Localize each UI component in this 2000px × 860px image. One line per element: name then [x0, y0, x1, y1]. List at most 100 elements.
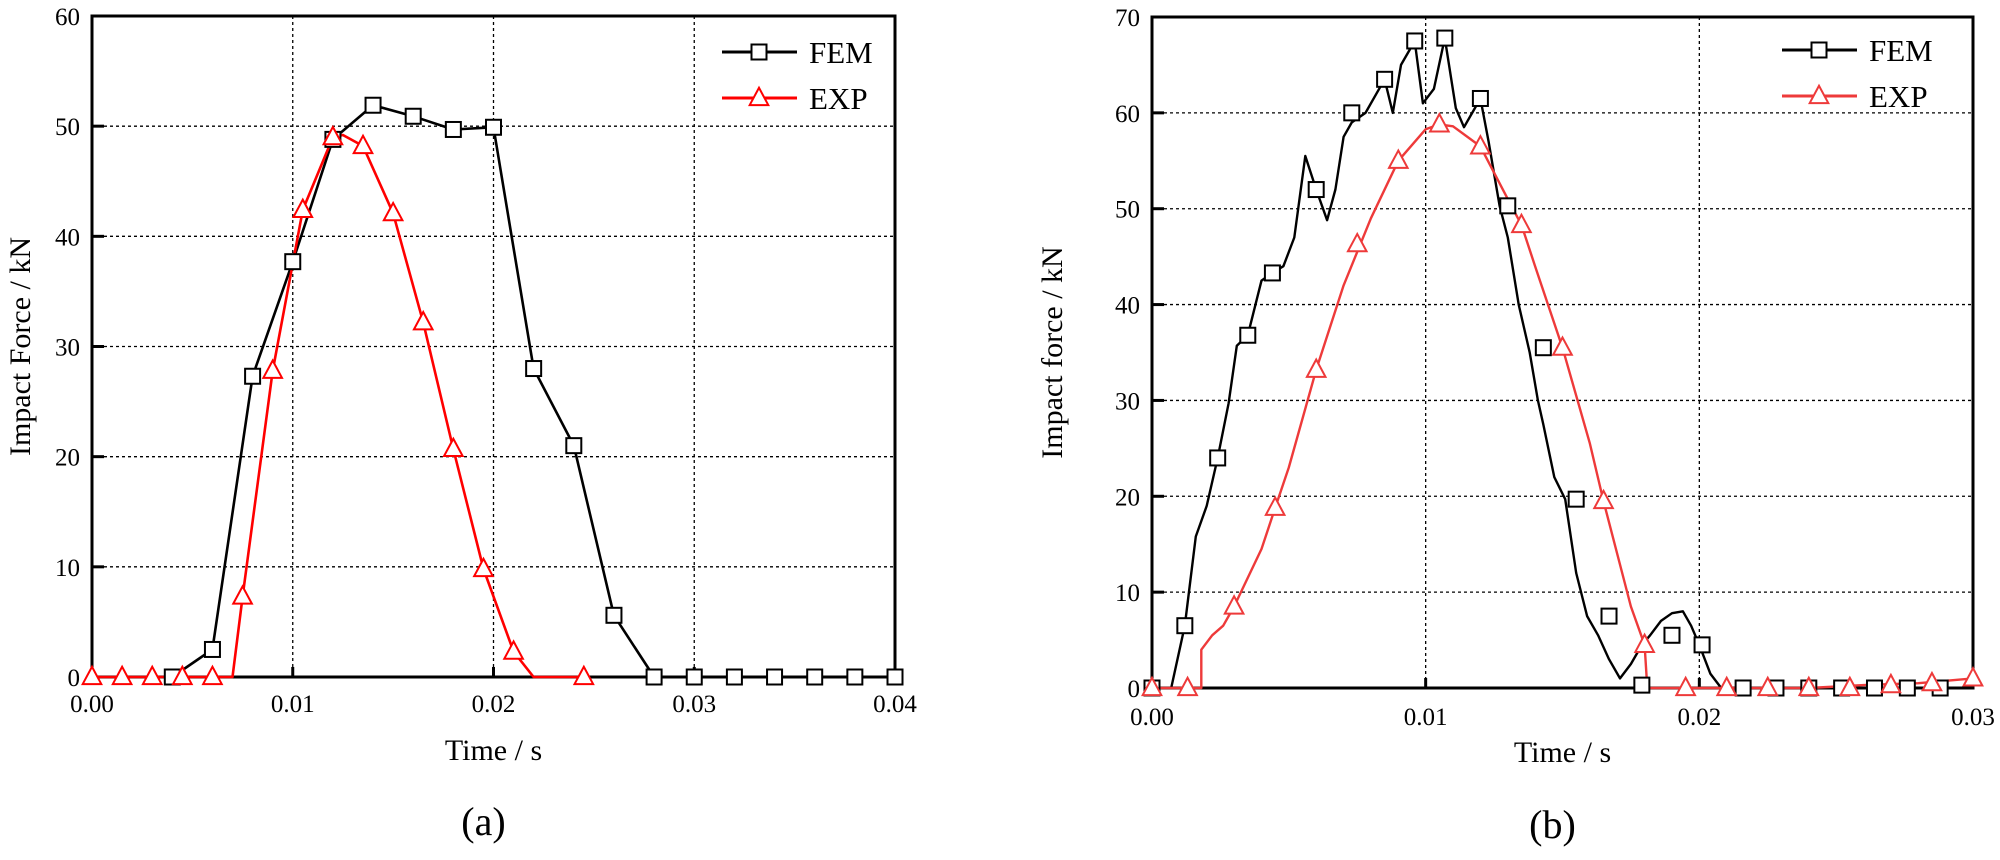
triangle-marker-icon	[1756, 675, 1779, 697]
triangle-marker-icon	[81, 664, 103, 686]
triangle-marker-icon	[1797, 675, 1820, 697]
y-tick-label: 40	[1115, 293, 1140, 320]
square-marker-icon	[444, 120, 462, 138]
triangle-marker-icon	[1387, 148, 1410, 169]
square-marker-icon	[685, 668, 703, 686]
legend-item-fem: FEM	[722, 35, 873, 70]
triangle-marker-icon	[1510, 212, 1533, 234]
x-tick-label: 0.02	[472, 691, 516, 718]
x-tick-label: 0.02	[1677, 704, 1721, 731]
markers-exp	[81, 124, 595, 686]
triangle-marker-icon	[1346, 231, 1369, 253]
triangle-legend-icon	[1808, 83, 1830, 105]
triangle-marker-icon	[1920, 670, 1943, 692]
square-marker-icon	[1376, 70, 1394, 88]
panel-caption: (b)	[1529, 802, 1576, 847]
chart-panel-a: 0.00 0.01 0.02 0.03 0.04 0 10 20 30 40 50 60 Time / …	[4, 4, 917, 844]
legend-label: EXP	[809, 81, 868, 116]
plot-frame	[90, 14, 897, 679]
series-fem	[1152, 36, 1973, 690]
triangle-marker-icon	[1551, 335, 1574, 356]
triangle-marker-icon	[1141, 675, 1163, 697]
square-marker-icon	[1176, 617, 1194, 635]
square-marker-icon	[284, 253, 302, 271]
triangle-marker-icon	[1633, 632, 1656, 653]
triangle-marker-icon	[572, 664, 595, 686]
triangle-marker-icon	[1223, 594, 1246, 615]
triangle-marker-icon	[442, 436, 465, 458]
markers-fem	[163, 96, 904, 686]
y-tick-label: 70	[1115, 5, 1140, 32]
triangle-marker-icon	[1674, 675, 1697, 697]
panel-caption: (a)	[461, 799, 505, 844]
legend-item-exp: EXP	[1782, 79, 1928, 114]
x-tick-label: 0.00	[70, 691, 114, 718]
square-marker-icon	[1663, 626, 1681, 644]
triangle-marker-icon	[291, 197, 314, 218]
x-tick-label: 0.01	[271, 691, 315, 718]
square-marker-icon	[485, 118, 502, 136]
triangle-marker-icon	[231, 584, 254, 605]
triangle-marker-icon	[321, 124, 344, 146]
y-tick-label: 60	[55, 4, 80, 31]
square-marker-icon	[1471, 89, 1489, 107]
y-axis-title: Impact Force / kN	[4, 237, 37, 456]
square-marker-icon	[605, 606, 623, 624]
triangle-marker-icon	[1879, 672, 1902, 694]
square-marker-icon	[565, 437, 583, 455]
square-marker-icon	[766, 668, 784, 686]
legend-item-fem: FEM	[1782, 33, 1933, 68]
legend: FEM EXP	[722, 35, 873, 116]
square-marker-icon	[1734, 679, 1752, 697]
square-marker-icon	[725, 668, 743, 686]
y-tick-label: 50	[1115, 197, 1140, 224]
square-marker-icon	[1567, 490, 1585, 508]
square-marker-icon	[1343, 104, 1361, 122]
chart-panel-b: 0.00 0.01 0.02 0.03 0 10 20 30 40 50 60 70 Time / s I…	[1036, 5, 1995, 847]
y-tick-label: 20	[55, 445, 80, 472]
square-marker-icon	[1865, 679, 1883, 697]
markers-fem	[1143, 29, 1949, 697]
square-marker-icon	[364, 96, 382, 114]
square-marker-icon	[1436, 29, 1454, 47]
square-marker-icon	[806, 668, 824, 686]
x-axis-title: Time / s	[445, 734, 542, 767]
y-tick-label: 60	[1115, 101, 1140, 128]
square-marker-icon	[1263, 264, 1281, 282]
series-exp	[1152, 123, 1974, 690]
square-marker-icon	[1499, 197, 1517, 215]
triangle-marker-icon	[412, 309, 435, 331]
square-marker-icon	[1307, 181, 1325, 199]
x-axis-title: Time / s	[1514, 736, 1611, 769]
y-axis-title: Impact force / kN	[1036, 246, 1069, 458]
triangle-marker-icon	[261, 358, 284, 379]
triangle-marker-icon	[171, 664, 194, 686]
axes: 0.00 0.01 0.02 0.03 0.04 0 10 20 30 40 50 60	[55, 4, 917, 718]
y-tick-label: 0	[68, 665, 81, 692]
triangle-marker-icon	[502, 639, 525, 660]
square-marker-icon	[1600, 607, 1618, 625]
markers-exp	[1141, 112, 1984, 697]
x-tick-label: 0.04	[873, 691, 917, 718]
y-tick-label: 0	[1128, 676, 1141, 703]
legend: FEM EXP	[1782, 33, 1933, 114]
triangle-marker-icon	[1176, 675, 1199, 697]
triangle-marker-icon	[352, 133, 374, 155]
x-tick-label: 0.03	[672, 691, 716, 718]
y-tick-label: 10	[1115, 580, 1140, 607]
axes: 0.00 0.01 0.02 0.03 0 10 20 30 40 50 60 70	[1115, 5, 1995, 731]
triangle-marker-icon	[382, 200, 405, 222]
triangle-marker-icon	[1962, 666, 1984, 687]
triangle-marker-icon	[111, 664, 134, 686]
square-marker-icon	[1534, 339, 1552, 357]
legend-label: EXP	[1869, 79, 1928, 114]
square-marker-icon	[1693, 636, 1711, 654]
triangle-marker-icon	[141, 664, 164, 686]
square-marker-icon	[1209, 449, 1227, 467]
legend-label: FEM	[809, 35, 873, 70]
y-tick-label: 40	[55, 224, 80, 251]
legend-label: FEM	[1869, 33, 1933, 68]
triangle-legend-icon	[748, 85, 770, 107]
series-exp	[92, 133, 584, 679]
